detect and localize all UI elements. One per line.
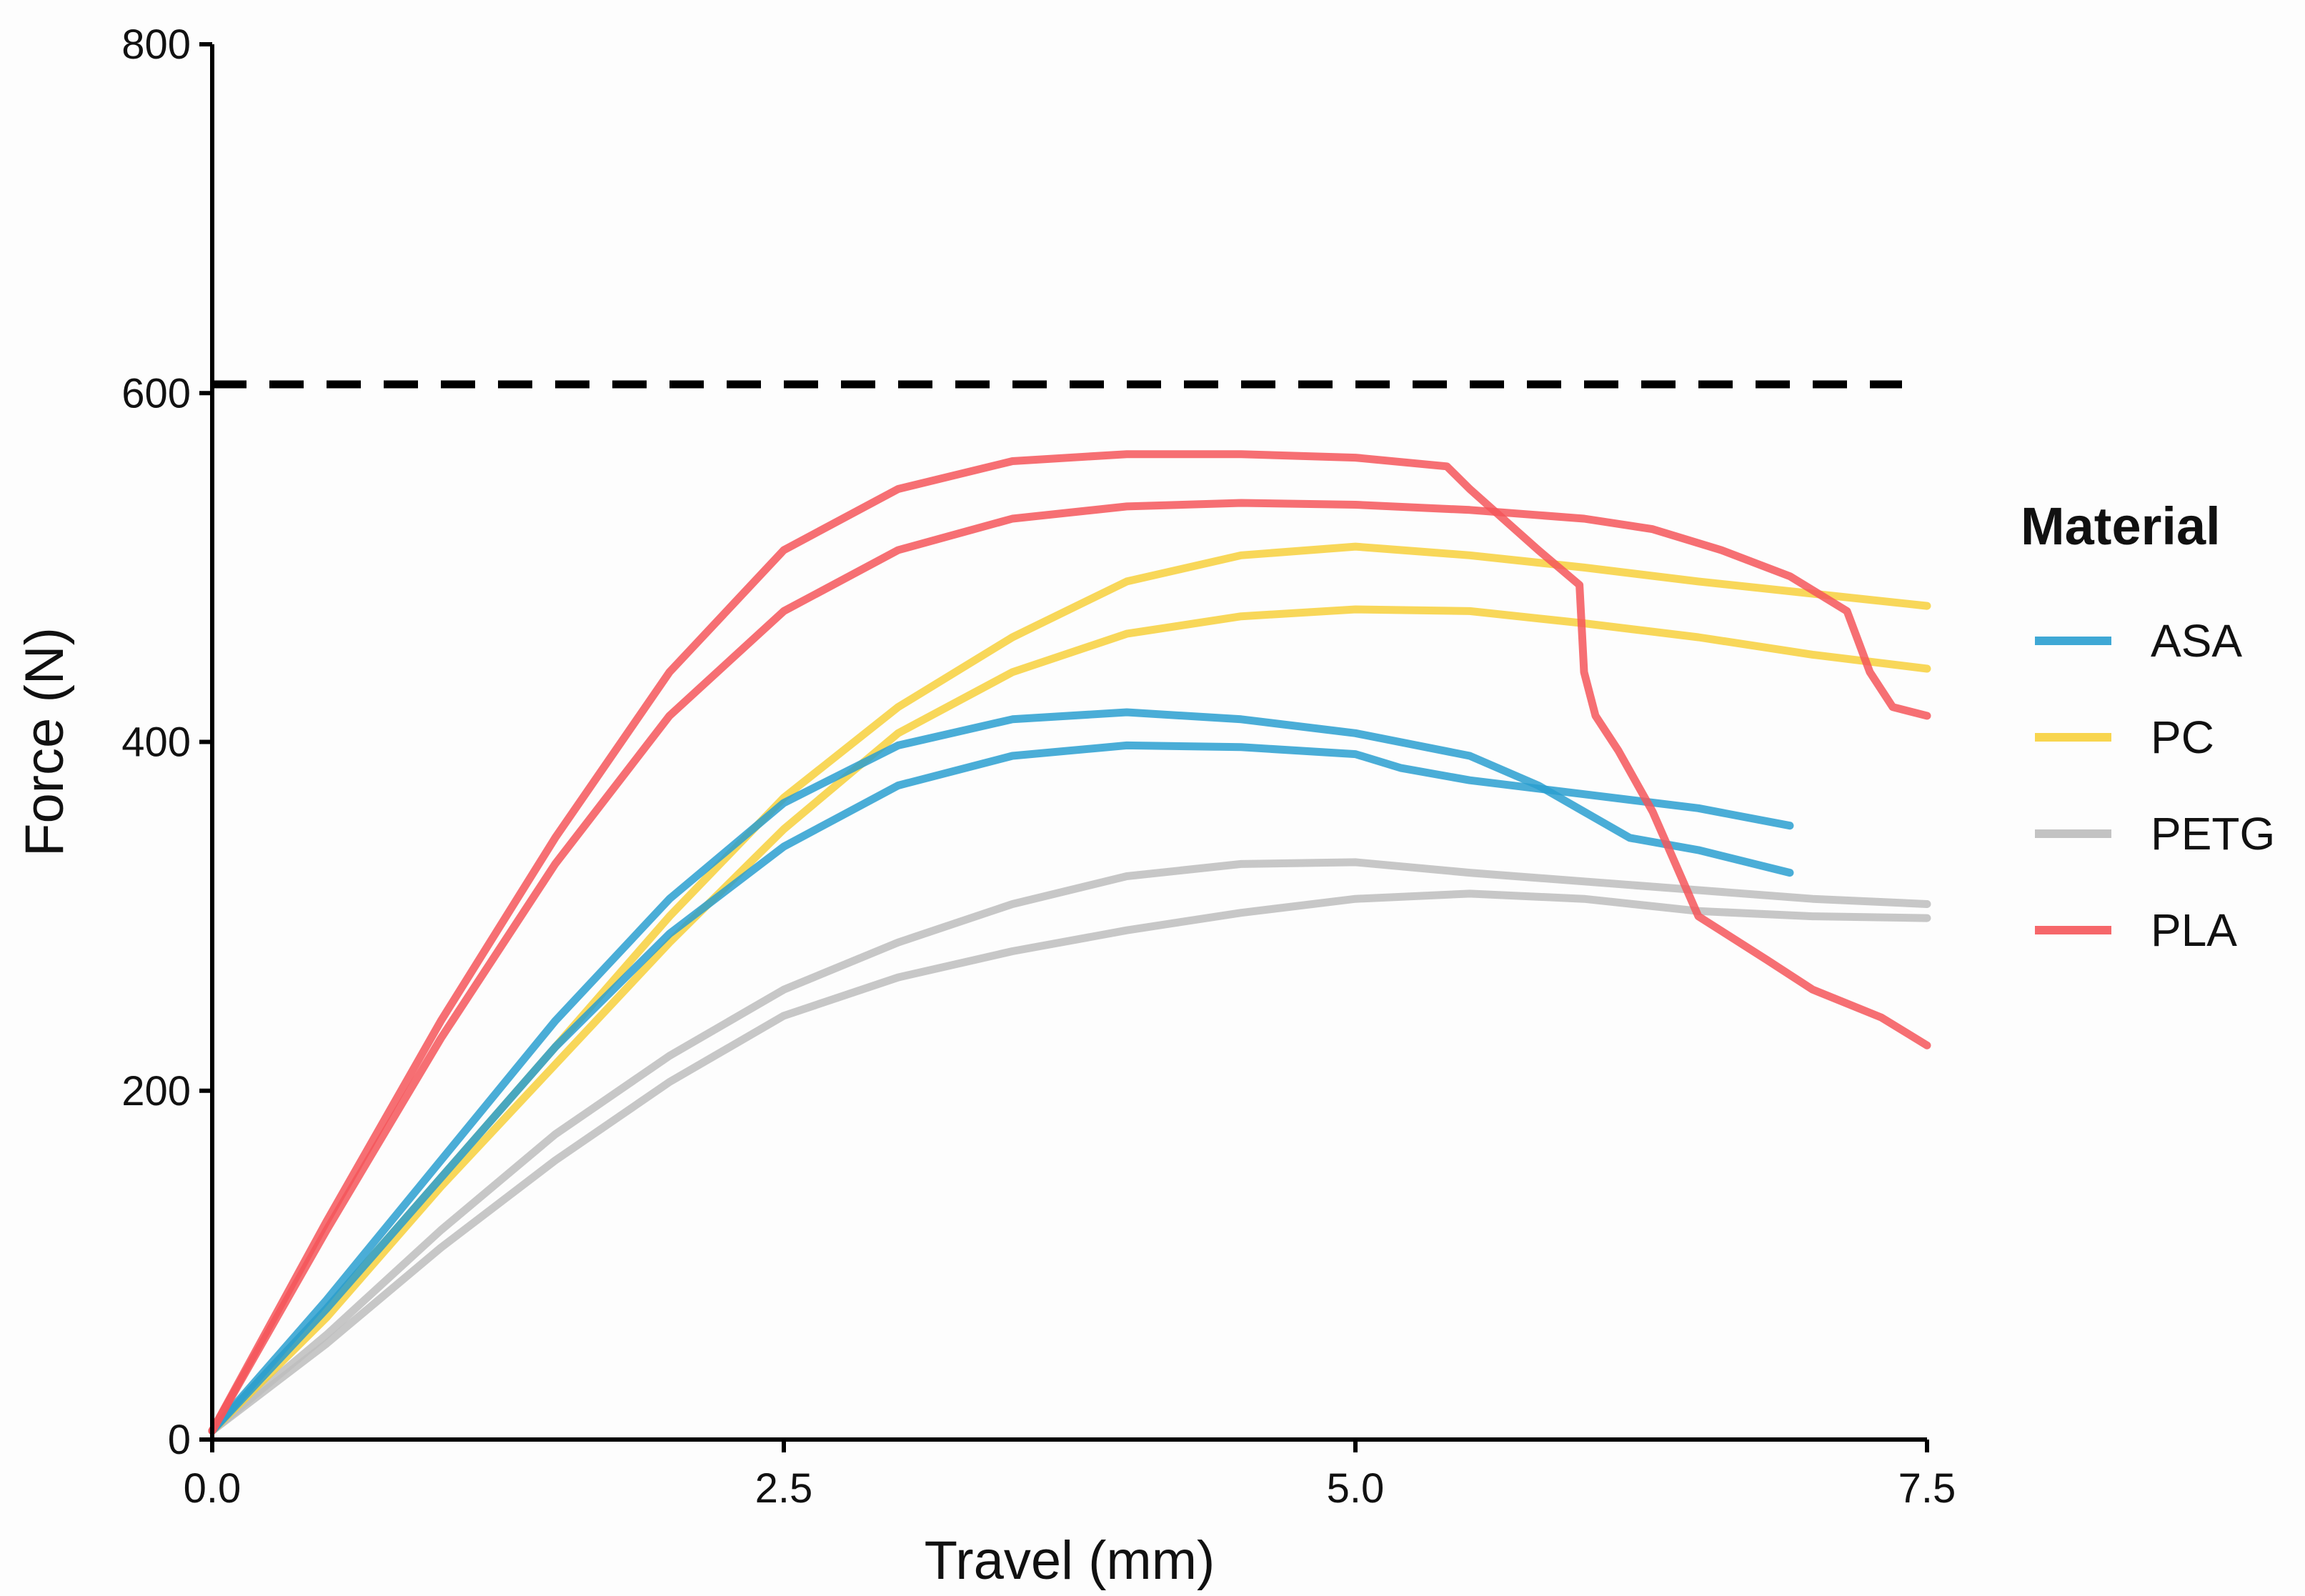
series-line-asa	[208, 741, 1794, 1435]
series-line-pla	[208, 450, 1931, 1435]
series-line-asa	[208, 708, 1794, 1435]
x-axis-title: Travel (mm)	[925, 1530, 1215, 1591]
y-tick-label: 0	[168, 1417, 191, 1463]
legend-entries: ASA PC PETG PLA	[2035, 615, 2275, 956]
legend-label-pla: PLA	[2151, 904, 2237, 956]
legend: Material ASA PC PETG PLA	[2021, 497, 2275, 956]
series-line-petg	[208, 889, 1931, 1435]
x-tick-label: 0.0	[184, 1465, 242, 1512]
y-axis-title: Force (N)	[14, 627, 75, 857]
x-tick-label: 5.0	[1327, 1465, 1385, 1512]
y-tick-label: 400	[121, 719, 191, 766]
series-line-petg	[208, 858, 1931, 1435]
legend-label-pc: PC	[2151, 712, 2214, 763]
x-tick-label: 2.5	[755, 1465, 813, 1512]
y-axis-ticks: 0 200 400 600 800	[121, 21, 212, 1463]
series-line-pc	[208, 605, 1931, 1435]
y-tick-label: 600	[121, 370, 191, 417]
legend-label-petg: PETG	[2151, 808, 2275, 859]
y-tick-label: 200	[121, 1068, 191, 1114]
y-tick-label: 800	[121, 21, 191, 68]
legend-title: Material	[2021, 497, 2221, 556]
x-axis-ticks: 0.0 2.5 5.0 7.5	[184, 1440, 1956, 1512]
series-layer	[208, 450, 1931, 1435]
legend-label-asa: ASA	[2151, 615, 2242, 667]
x-tick-label: 7.5	[1898, 1465, 1956, 1512]
series-line-pla	[208, 499, 1931, 1435]
